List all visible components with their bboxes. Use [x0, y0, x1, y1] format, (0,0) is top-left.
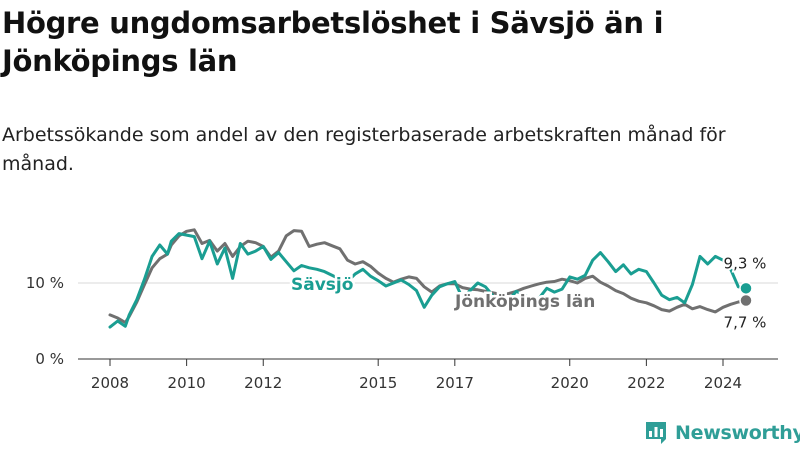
y-tick-label: 10 %	[26, 274, 64, 292]
series-label-savsjo: Sävsjö	[291, 275, 353, 295]
x-tick-label: 2012	[244, 374, 282, 392]
newsworthy-brand[interactable]: Newsworthy	[645, 420, 800, 446]
y-tick-label: 0 %	[35, 350, 64, 368]
chart-subtitle: Arbetssökande som andel av den registerb…	[2, 124, 726, 175]
x-tick-label: 2010	[168, 374, 206, 392]
end-value-label-jonkoping: 7,7 %	[724, 313, 767, 331]
series-end-marker-jonkoping	[739, 293, 753, 308]
x-tick-label: 2008	[91, 374, 129, 392]
series-label-jonkoping: Jönköpings län	[454, 292, 595, 312]
series-line-savsjo	[108, 232, 748, 329]
series-end-marker-savsjo	[739, 281, 753, 296]
end-value-label-savsjo: 9,3 %	[724, 254, 767, 272]
x-tick-label: 2024	[704, 374, 742, 392]
x-tick-label: 2015	[359, 374, 397, 392]
x-tick-label: 2017	[436, 374, 474, 392]
x-tick-label: 2022	[627, 374, 665, 392]
newsworthy-logo-icon	[646, 422, 666, 444]
x-tick-label: 2020	[551, 374, 589, 392]
brand-name: Newsworthy	[675, 422, 800, 444]
chart-title: Högre ungdomsarbetslöshet i Sävsjö än i …	[2, 6, 664, 78]
